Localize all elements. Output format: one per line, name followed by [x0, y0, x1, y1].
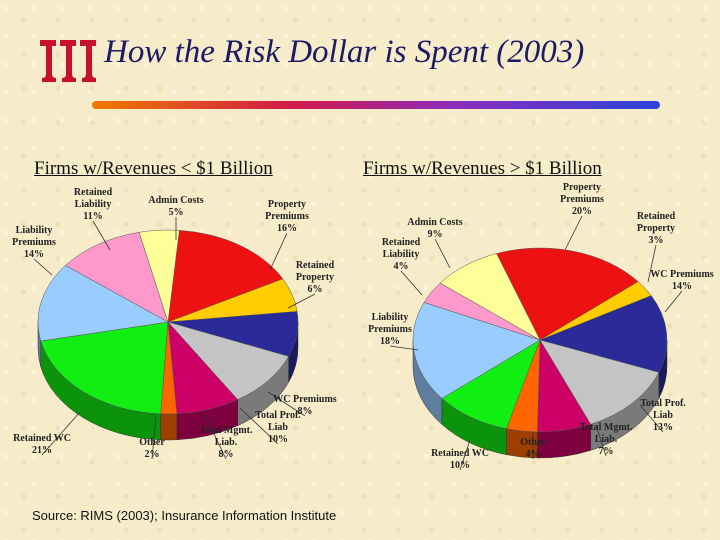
pie-chart-1: Property Premiums 16% Retained Property 6% WC …	[12, 187, 337, 460]
pie-slice-1	[167, 230, 284, 323]
slice-label: WC Premiums 14%	[650, 269, 714, 292]
pie-slice-3	[539, 295, 668, 373]
pie-slice-8	[412, 302, 541, 399]
pie-labels: Property Premiums 20% Retained Property 3% WC …	[368, 182, 714, 471]
leader-line	[434, 238, 451, 269]
leader-line	[595, 424, 607, 457]
leader-line	[389, 345, 419, 351]
pie-slice-4	[539, 339, 660, 425]
leader-line	[239, 407, 279, 445]
source-note: Source: RIMS (2003); Insurance Informati…	[32, 508, 337, 523]
pie-slice-4	[167, 321, 289, 400]
leader-line	[151, 414, 157, 460]
slice-label: Retained Property 3%	[637, 211, 676, 246]
pie-slice-7	[441, 339, 541, 430]
slice-label: Total Mgmt. Liab. 7%	[580, 422, 633, 457]
pie-labels: Property Premiums 16% Retained Property 6% WC …	[12, 187, 337, 460]
slice-label: Retained Property 6%	[296, 260, 335, 295]
slice-label: Other 4%	[520, 437, 546, 460]
leader-line	[41, 411, 81, 456]
pie-slice-8	[37, 265, 169, 342]
leader-line	[33, 258, 53, 276]
page-title: How the Risk Dollar is Spent (2003)	[104, 34, 585, 70]
pie-top	[37, 229, 299, 415]
leader-line	[92, 220, 111, 251]
slice-label: Retained Liability 11%	[74, 187, 113, 222]
pie-slice-1	[496, 247, 639, 341]
pie-chart-2: Property Premiums 20% Retained Property 3% WC …	[368, 182, 714, 471]
iii-logo-icon	[40, 40, 96, 82]
leader-line	[664, 290, 683, 313]
slice-label: Other 2%	[139, 437, 165, 460]
slice-label: Admin Costs 5%	[148, 195, 203, 218]
pie-top	[412, 247, 668, 433]
leader-line	[639, 404, 664, 433]
leader-line	[269, 232, 288, 271]
slice-label: Total Prof. Liab 10%	[255, 410, 301, 445]
slice-label: Total Mgmt. Liab. 8%	[200, 425, 253, 460]
chart-title-small-firms: Firms w/Revenues < $1 Billion	[34, 158, 273, 179]
slice-label: Admin Costs 9%	[407, 217, 462, 240]
slice-label: Property Premiums 16%	[265, 199, 309, 234]
slice-label: Total Prof. Liab 13%	[640, 398, 686, 433]
slice-label: Liability Premiums 14%	[12, 225, 56, 260]
slice-label: Property Premiums 20%	[560, 182, 604, 217]
slice-label: Liability Premiums 18%	[368, 312, 412, 347]
slice-label: Retained WC 10%	[431, 448, 489, 471]
slice-label: WC Premiums 8%	[273, 394, 337, 417]
leader-line	[459, 439, 471, 471]
pie-slice-10	[439, 253, 541, 341]
leader-line	[400, 270, 423, 296]
pie-slice-10	[138, 229, 180, 323]
leader-line	[287, 293, 316, 309]
title-underline-bar	[92, 101, 660, 109]
leader-line	[564, 215, 583, 251]
slice-label: Retained Liability 4%	[382, 237, 421, 272]
leader-line	[647, 244, 657, 283]
pie-slice-9	[65, 232, 169, 323]
pie-slice-7	[40, 321, 169, 415]
slice-label: Retained WC 21%	[13, 433, 71, 456]
leader-line	[204, 414, 227, 460]
chart-title-large-firms: Firms w/Revenues > $1 Billion	[363, 158, 602, 179]
leader-line	[267, 391, 306, 417]
